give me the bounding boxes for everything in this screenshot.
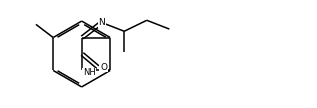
Text: O: O: [100, 63, 107, 72]
Text: NH: NH: [83, 68, 95, 77]
Text: N: N: [98, 18, 105, 27]
